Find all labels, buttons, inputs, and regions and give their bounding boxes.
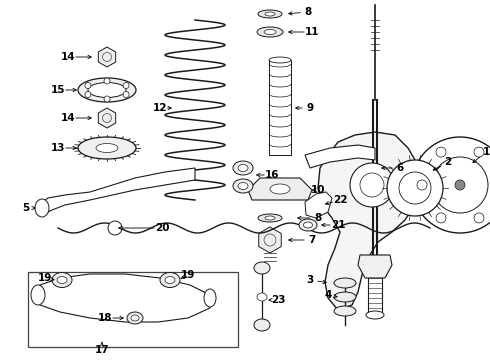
Bar [269, 60, 291, 155]
Ellipse shape [254, 319, 270, 331]
Text: 23: 23 [271, 295, 285, 305]
Ellipse shape [233, 161, 253, 175]
Ellipse shape [258, 214, 282, 222]
Circle shape [436, 147, 446, 157]
Circle shape [455, 180, 465, 190]
Ellipse shape [165, 276, 175, 284]
Circle shape [104, 96, 110, 102]
Text: 4: 4 [324, 290, 332, 300]
Text: 11: 11 [305, 27, 319, 37]
Polygon shape [318, 132, 420, 310]
Text: 21: 21 [331, 220, 345, 230]
Circle shape [387, 160, 443, 216]
Text: 14: 14 [61, 113, 75, 123]
Text: 13: 13 [51, 143, 65, 153]
Ellipse shape [303, 222, 313, 228]
Text: 19: 19 [38, 273, 52, 283]
Text: 8: 8 [304, 7, 312, 17]
Circle shape [85, 91, 91, 98]
Ellipse shape [78, 78, 136, 102]
Polygon shape [305, 192, 332, 218]
Circle shape [85, 82, 91, 89]
Circle shape [474, 147, 484, 157]
Text: 10: 10 [311, 185, 325, 195]
Ellipse shape [264, 30, 276, 35]
Polygon shape [248, 178, 312, 200]
Text: 20: 20 [155, 223, 169, 233]
Ellipse shape [78, 137, 136, 159]
Polygon shape [305, 145, 375, 168]
Ellipse shape [254, 262, 270, 274]
Polygon shape [358, 255, 392, 278]
Ellipse shape [334, 292, 356, 302]
Circle shape [108, 221, 122, 235]
Ellipse shape [204, 289, 216, 307]
Circle shape [399, 172, 431, 204]
Circle shape [123, 82, 129, 89]
Ellipse shape [127, 312, 143, 324]
Text: 19: 19 [181, 270, 195, 280]
Circle shape [360, 173, 384, 197]
Polygon shape [98, 47, 116, 67]
Ellipse shape [257, 27, 283, 37]
Circle shape [432, 157, 488, 213]
Text: 17: 17 [95, 345, 109, 355]
Ellipse shape [31, 285, 45, 305]
Text: 12: 12 [153, 103, 167, 113]
Ellipse shape [131, 315, 139, 321]
Circle shape [474, 213, 484, 223]
Polygon shape [38, 168, 195, 215]
Circle shape [412, 137, 490, 233]
Text: 2: 2 [444, 157, 452, 167]
Ellipse shape [238, 165, 248, 171]
Polygon shape [34, 274, 210, 322]
Ellipse shape [35, 199, 49, 217]
Text: 1: 1 [482, 147, 490, 157]
Ellipse shape [238, 183, 248, 189]
Polygon shape [259, 227, 281, 253]
Ellipse shape [233, 179, 253, 193]
Ellipse shape [96, 144, 118, 153]
Text: 18: 18 [98, 313, 112, 323]
Text: 22: 22 [333, 195, 347, 205]
Circle shape [123, 91, 129, 98]
Circle shape [436, 213, 446, 223]
Text: 3: 3 [306, 275, 314, 285]
Text: 7: 7 [308, 235, 316, 245]
Circle shape [417, 180, 427, 190]
Ellipse shape [160, 273, 180, 288]
Ellipse shape [258, 10, 282, 18]
Text: 9: 9 [306, 103, 314, 113]
Ellipse shape [257, 293, 267, 301]
Ellipse shape [57, 276, 67, 284]
Text: 5: 5 [23, 203, 29, 213]
Text: 8: 8 [315, 213, 321, 223]
Text: 6: 6 [396, 163, 404, 173]
Circle shape [104, 78, 110, 84]
Ellipse shape [334, 278, 356, 288]
Ellipse shape [366, 311, 384, 319]
Text: 15: 15 [51, 85, 65, 95]
Ellipse shape [88, 82, 126, 98]
Text: 16: 16 [265, 170, 279, 180]
Ellipse shape [52, 273, 72, 288]
Ellipse shape [270, 184, 290, 194]
Ellipse shape [334, 306, 356, 316]
Bar [28, 272, 238, 347]
Ellipse shape [265, 216, 275, 220]
Ellipse shape [299, 219, 317, 231]
Text: 14: 14 [61, 52, 75, 62]
Circle shape [350, 163, 394, 207]
Ellipse shape [265, 12, 275, 16]
Polygon shape [98, 108, 116, 128]
Ellipse shape [269, 57, 291, 63]
